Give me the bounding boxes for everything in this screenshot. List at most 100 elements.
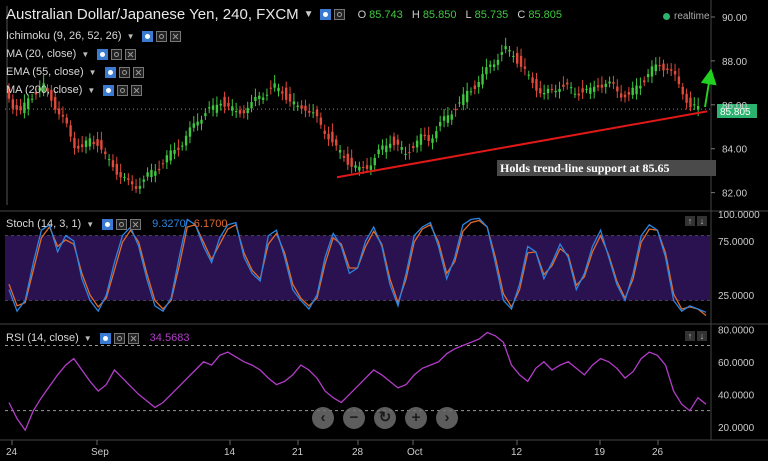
gear-icon[interactable]: [156, 30, 168, 42]
candle-body: [696, 106, 700, 110]
gear-icon[interactable]: [111, 48, 123, 60]
candle-body: [142, 179, 145, 182]
gear-icon[interactable]: [118, 66, 130, 78]
candle-body: [34, 91, 38, 95]
indicator-ichimoku[interactable]: Ichimoku (9, 26, 52, 26) ▼: [6, 30, 184, 42]
close-icon[interactable]: [127, 332, 139, 344]
candle-body: [119, 172, 122, 178]
y-tick-label: 90.00: [722, 13, 747, 24]
chevron-down-icon[interactable]: ▼: [83, 333, 92, 343]
candle-body: [242, 110, 246, 114]
chevron-down-icon[interactable]: ▼: [81, 49, 90, 59]
candle-body: [481, 73, 484, 85]
rsi-line: [8, 331, 707, 432]
candle-body: [408, 152, 411, 154]
eye-icon[interactable]: [99, 332, 111, 344]
x-tick-label: 26: [652, 447, 664, 458]
candle-body: [223, 96, 226, 107]
trend-line[interactable]: [336, 110, 708, 179]
candle-body: [169, 150, 172, 161]
candle-body: [150, 169, 153, 177]
eye-icon[interactable]: [97, 48, 109, 60]
candle-body: [542, 93, 546, 95]
candle-body: [631, 87, 634, 95]
arrow-down-icon: ↓: [697, 216, 707, 226]
chevron-down-icon[interactable]: ▼: [87, 85, 96, 95]
eye-icon[interactable]: [319, 9, 331, 20]
candle-body: [208, 107, 211, 109]
candle-body: [23, 102, 26, 114]
gear-icon[interactable]: [113, 332, 125, 344]
candle-body: [111, 160, 115, 168]
candle-body: [258, 95, 261, 99]
close-icon[interactable]: [125, 48, 137, 60]
close-icon[interactable]: [131, 84, 143, 96]
candle-body: [643, 80, 646, 83]
eye-icon[interactable]: [103, 84, 115, 96]
candle-body: [593, 86, 596, 92]
candle-body: [265, 94, 269, 96]
chevron-down-icon[interactable]: ▼: [303, 9, 314, 20]
candle-body: [73, 137, 76, 149]
stoch-y-label: 25.0000: [718, 291, 755, 302]
indicator-ma20[interactable]: MA (20, close) ▼: [6, 48, 139, 60]
chevron-down-icon[interactable]: ▼: [88, 67, 97, 77]
candle-body: [419, 134, 423, 145]
candle-body: [131, 181, 134, 185]
candle-body: [650, 66, 654, 77]
candle-body: [489, 64, 492, 67]
close-icon[interactable]: [130, 218, 142, 230]
candle-body: [19, 106, 22, 111]
close-icon[interactable]: [132, 66, 144, 78]
pane-move-buttons[interactable]: ↑ ↓: [683, 331, 707, 341]
stoch-y-label: 75.0000: [718, 237, 755, 248]
pane-move-buttons[interactable]: ↑ ↓: [683, 216, 707, 226]
chevron-down-icon[interactable]: ▼: [126, 31, 135, 41]
reset-view-button[interactable]: ↻: [374, 407, 396, 429]
zoom-in-button[interactable]: +: [405, 407, 427, 429]
indicator-ma200[interactable]: MA (200, close) ▼: [6, 84, 145, 96]
realtime-indicator: realtime: [663, 11, 710, 22]
candle-body: [400, 147, 403, 150]
symbol-title[interactable]: Australian Dollar/Japanese Yen, 240, FXC…: [6, 6, 299, 23]
candle-body: [338, 150, 342, 153]
candle-body: [527, 74, 530, 76]
eye-icon[interactable]: [104, 66, 116, 78]
candle-body: [350, 157, 353, 167]
price-badge: 85.805: [717, 104, 757, 118]
x-tick-label: 28: [352, 447, 364, 458]
candle-body: [281, 91, 284, 94]
candle-body: [327, 133, 330, 140]
candle-body: [154, 171, 157, 176]
chevron-down-icon[interactable]: ▼: [86, 219, 95, 229]
eye-icon[interactable]: [142, 30, 154, 42]
candle-body: [254, 96, 257, 101]
gear-icon[interactable]: [116, 218, 128, 230]
candle-body: [585, 88, 588, 90]
indicator-ema55[interactable]: EMA (55, close) ▼: [6, 66, 147, 78]
scroll-right-button[interactable]: ›: [436, 407, 458, 429]
stoch-label[interactable]: Stoch (14, 3, 1): [6, 218, 82, 230]
gear-icon[interactable]: [333, 9, 345, 20]
eye-icon[interactable]: [102, 218, 114, 230]
candle-body: [146, 172, 149, 177]
candle-body: [315, 109, 319, 117]
candle-body: [354, 165, 357, 168]
candle-body: [331, 131, 334, 143]
gear-icon[interactable]: [117, 84, 129, 96]
scroll-left-button[interactable]: ‹: [312, 407, 334, 429]
close-icon[interactable]: [170, 30, 182, 42]
candle-body: [304, 105, 307, 111]
candle-body: [662, 63, 665, 71]
rsi-label[interactable]: RSI (14, close): [6, 332, 79, 344]
candle-body: [485, 67, 488, 75]
candle-body: [550, 89, 554, 91]
candle-body: [646, 74, 650, 78]
candle-body: [519, 55, 523, 67]
candle-body: [134, 186, 138, 189]
candle-body: [539, 88, 542, 94]
zoom-out-button[interactable]: −: [343, 407, 365, 429]
status-dot-icon: [663, 13, 670, 20]
candle-body: [685, 93, 688, 103]
candle-body: [250, 102, 253, 109]
